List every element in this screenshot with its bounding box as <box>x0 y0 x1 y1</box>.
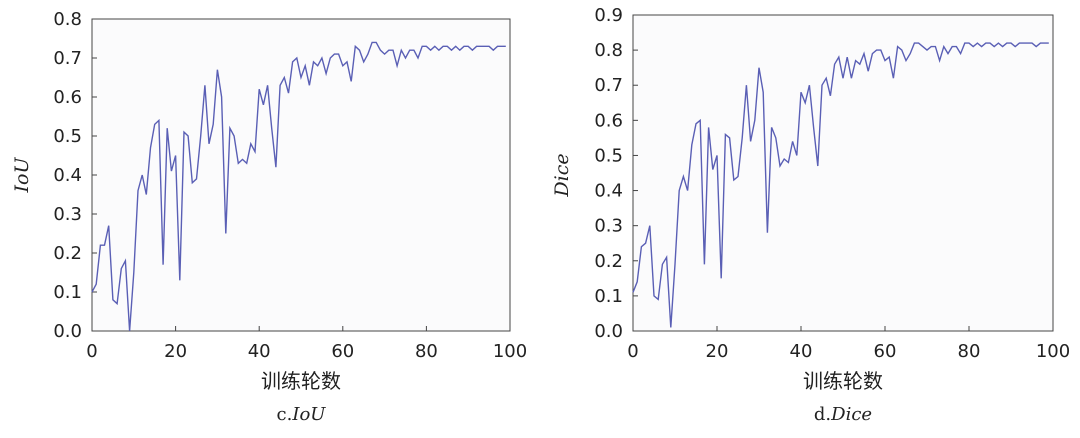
y-ticks-dice: 0.0 0.1 0.2 0.3 0.4 0.5 0.6 0.7 0.8 0.9 <box>594 5 638 342</box>
y-tick-label: 0.5 <box>594 145 623 166</box>
y-tick-label: 0.3 <box>594 216 623 237</box>
x-axis-label-dice: 训练轮数 <box>803 369 883 393</box>
y-tick-label: 0.3 <box>53 204 82 225</box>
plot-area-dice <box>632 14 1054 332</box>
caption-prefix-dice: d. <box>814 404 831 425</box>
y-tick-label: 0.0 <box>53 321 82 342</box>
x-tick-label: 80 <box>958 341 981 362</box>
x-tick-label: 0 <box>86 341 97 362</box>
y-ticks-iou: 0.0 0.1 0.2 0.3 0.4 0.5 0.6 0.7 0.8 <box>53 9 97 342</box>
y-tick-label: 0.8 <box>594 40 623 61</box>
y-tick-label: 0.1 <box>53 282 82 303</box>
line-series-iou <box>91 41 506 332</box>
y-tick-label: 0.8 <box>53 9 82 30</box>
x-tick-label: 60 <box>874 341 897 362</box>
line-series-dice <box>632 42 1049 328</box>
x-axis-label-iou: 训练轮数 <box>261 369 341 393</box>
caption-iou: c.IoU <box>277 404 327 425</box>
y-tick-label: 0.1 <box>594 286 623 307</box>
x-tick-label: 100 <box>1036 341 1070 362</box>
y-axis-label-iou: IoU <box>11 157 33 194</box>
x-tick-label: 40 <box>248 341 271 362</box>
plot-area-iou <box>91 18 511 332</box>
y-axis-label-dice: Dice <box>551 153 573 197</box>
y-tick-label: 0.7 <box>53 48 82 69</box>
y-tick-label: 0.2 <box>53 243 82 264</box>
chart-panel-iou: 0.0 0.1 0.2 0.3 0.4 0.5 0.6 0.7 0.8 0 20 40 60 80 100… <box>11 9 527 425</box>
x-tick-label: 60 <box>331 341 354 362</box>
y-tick-label: 0.7 <box>594 75 623 96</box>
chart-panel-dice: 0.0 0.1 0.2 0.3 0.4 0.5 0.6 0.7 0.8 0.9 0 20 40 60 80… <box>551 5 1070 425</box>
y-tick-label: 0.6 <box>594 110 623 131</box>
y-tick-label: 0.4 <box>53 165 82 186</box>
x-tick-label: 40 <box>790 341 813 362</box>
x-ticks-dice: 0 20 40 60 80 100 <box>627 326 1070 362</box>
x-tick-label: 0 <box>627 341 638 362</box>
caption-prefix-iou: c. <box>277 404 293 425</box>
y-tick-label: 0.6 <box>53 87 82 108</box>
x-tick-label: 80 <box>415 341 438 362</box>
caption-dice: d.Dice <box>814 404 872 425</box>
x-ticks-iou: 0 20 40 60 80 100 <box>86 326 527 362</box>
y-tick-label: 0.9 <box>594 5 623 26</box>
x-tick-label: 20 <box>706 341 729 362</box>
x-tick-label: 100 <box>493 341 527 362</box>
x-tick-label: 20 <box>164 341 187 362</box>
y-tick-label: 0.4 <box>594 181 623 202</box>
y-tick-label: 0.0 <box>594 321 623 342</box>
caption-name-dice: Dice <box>830 404 872 425</box>
y-tick-label: 0.5 <box>53 126 82 147</box>
y-tick-label: 0.2 <box>594 251 623 272</box>
caption-name-iou: IoU <box>291 404 326 425</box>
